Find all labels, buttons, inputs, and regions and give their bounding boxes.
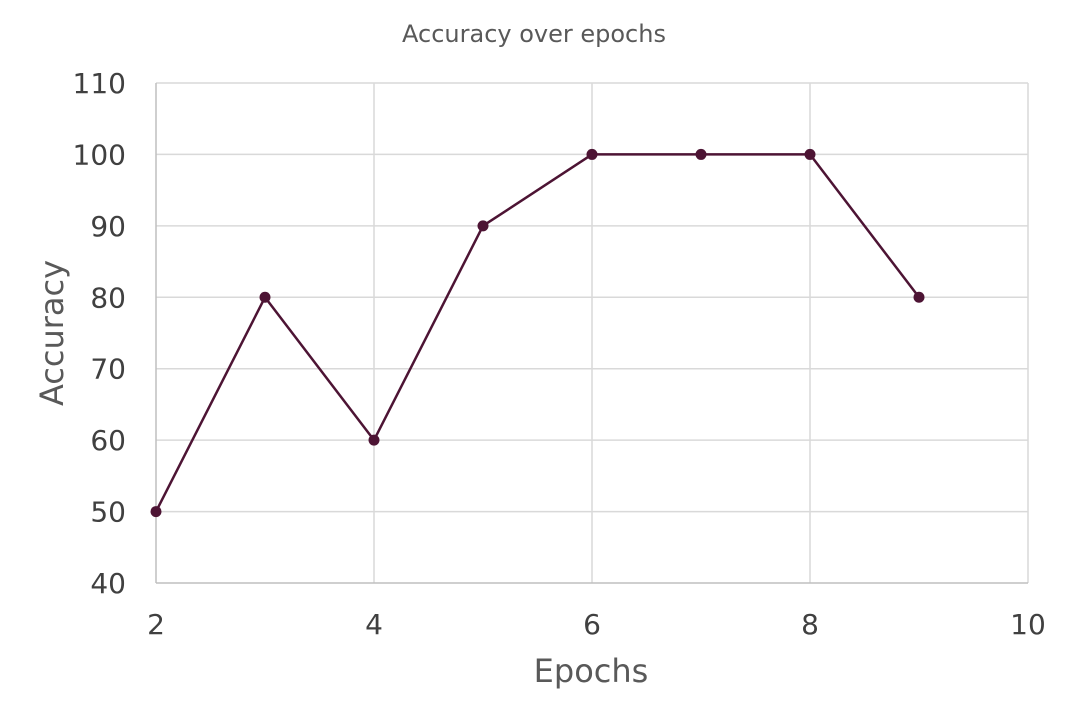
y-tick-label: 110 [73,67,126,100]
y-tick-label: 100 [73,138,126,171]
chart-title: Accuracy over epochs [402,20,666,48]
y-tick-label: 50 [90,496,126,529]
data-point [695,148,707,160]
y-tick-label: 40 [90,567,126,600]
x-tick-label: 2 [147,608,165,641]
data-point [804,148,816,160]
axes [155,83,1028,584]
y-axis-title: Accuracy [33,260,71,406]
x-tick-label: 8 [801,608,819,641]
data-point [913,291,925,303]
x-tick-label: 6 [583,608,601,641]
x-axis-title: Epochs [534,652,649,690]
data-point [477,220,489,232]
y-tick-label: 90 [90,210,126,243]
y-tick-label: 60 [90,424,126,457]
series-line [154,153,920,513]
y-tick-label: 80 [90,281,126,314]
tick-labels: 40 50 60 70 80 90 100 110 2 4 6 8 10 [73,67,1046,641]
data-point [368,434,380,446]
data-point [586,148,598,160]
x-tick-label: 10 [1010,608,1046,641]
data-point [150,506,162,518]
series-layer [150,148,925,518]
x-tick-label: 4 [365,608,383,641]
data-point [259,291,271,303]
y-tick-label: 70 [90,353,126,386]
